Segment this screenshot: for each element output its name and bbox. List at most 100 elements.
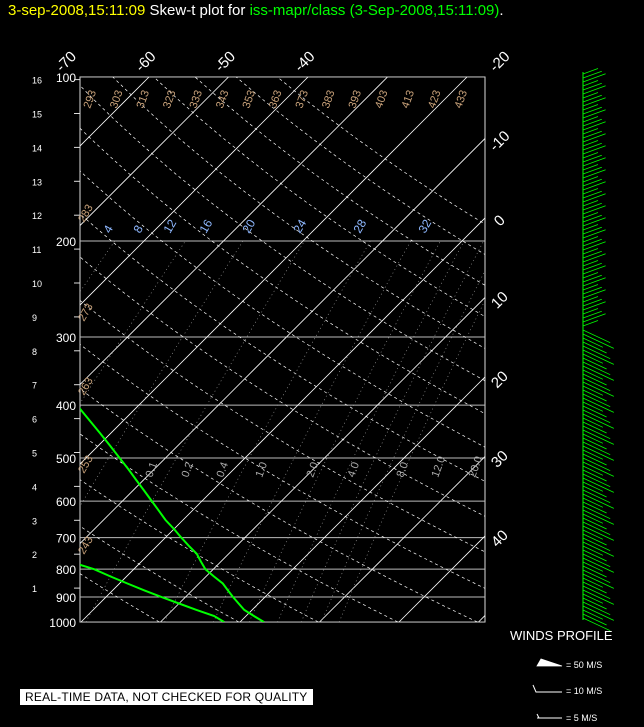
- height-tick-label: 13: [32, 177, 42, 187]
- pressure-tick-label: 200: [56, 235, 76, 249]
- data-lines: [80, 407, 265, 622]
- wind-barb: [582, 301, 606, 311]
- wind-key-50-glyph: [536, 658, 563, 667]
- wind-barb: [582, 441, 611, 456]
- plot-grid: [0, 77, 485, 622]
- dry-adiabat-line: [80, 213, 485, 482]
- wind-barb: [582, 224, 599, 231]
- mixing-ratio-label: 12: [160, 217, 179, 236]
- theta-label: 353: [241, 89, 259, 110]
- dewpoint-curve: [80, 563, 225, 622]
- wind-barb: [582, 140, 599, 147]
- isotherm-line: [319, 455, 485, 622]
- wind-barb: [582, 365, 614, 381]
- temp-tick-label: -20: [486, 48, 513, 75]
- dry-adiabat-line: [194, 77, 485, 286]
- mixing-ratio-label: 4: [100, 222, 116, 235]
- title-middle: Skew-t plot for: [149, 2, 246, 19]
- wind-barb: [582, 413, 614, 429]
- theta-label: 373: [294, 89, 312, 110]
- wind-barb: [582, 145, 606, 155]
- wind-barb: [582, 82, 602, 91]
- wind-barb: [582, 425, 611, 440]
- wind-barb: [582, 545, 604, 556]
- wind-barb: [582, 169, 606, 179]
- wind-barb: [582, 265, 606, 275]
- wind-barb: [582, 286, 602, 295]
- temperature-curve: [80, 407, 265, 622]
- wind-barb: [582, 581, 607, 594]
- temp-tick-label: -60: [132, 48, 159, 75]
- height-tick-label: 9: [32, 313, 37, 323]
- wind-barb: [582, 85, 606, 95]
- mixing-ratio-line: [321, 270, 485, 622]
- wind-barb: [582, 401, 604, 412]
- theta-label: 433: [453, 89, 471, 110]
- wind-barb: [582, 417, 604, 428]
- wind-barb: [582, 397, 614, 413]
- wind-barb: [582, 361, 611, 376]
- wind-barb: [582, 217, 606, 227]
- wind-barb: [582, 533, 607, 546]
- wind-key-10: = 10 M/S: [566, 686, 603, 696]
- wind-barb: [582, 493, 614, 509]
- wind-barb: [582, 253, 606, 263]
- height-tick-label: 11: [32, 245, 41, 255]
- wind-barb: [582, 525, 614, 541]
- wind-barb: [582, 481, 604, 492]
- wind-barb: [582, 94, 602, 103]
- pressure-tick-label: 600: [56, 495, 76, 509]
- wind-barb: [582, 489, 611, 504]
- wind-barb: [582, 433, 604, 444]
- wind-barb: [582, 445, 614, 461]
- winds-profile-panel: [532, 68, 614, 719]
- wind-barb: [582, 409, 611, 424]
- mixing-ratio-line: [339, 299, 485, 622]
- chart-title: 3-sep-2008,15:11:09 Skew-t plot for iss-…: [8, 2, 504, 19]
- wind-barb: [582, 214, 602, 223]
- theta-label: 393: [347, 89, 365, 110]
- wind-barb: [582, 68, 599, 75]
- wind-barb: [582, 80, 599, 87]
- theta-label: 303: [108, 89, 126, 110]
- dry-adiabat-line: [80, 573, 160, 622]
- wind-barb: [582, 485, 607, 498]
- wind-barb: [582, 509, 614, 525]
- height-tick-label: 7: [32, 381, 37, 391]
- dry-adiabat-line: [153, 77, 485, 317]
- isotherm-line: [80, 77, 229, 227]
- height-tick-label: 6: [32, 415, 37, 425]
- wind-barb: [582, 605, 614, 621]
- wind-barb: [582, 377, 611, 392]
- temp-tick-label: -10: [486, 128, 513, 155]
- dry-adiabat-line: [80, 85, 485, 382]
- axis-labels: 1002003004005006007008009001000123456789…: [0, 48, 513, 630]
- height-tick-label: 8: [32, 347, 37, 357]
- mixing-ratio-label: 2.0: [305, 461, 322, 479]
- mixing-ratio-line: [0, 241, 19, 622]
- pressure-tick-label: 400: [56, 399, 76, 413]
- wind-barb: [582, 529, 604, 540]
- wind-barb: [582, 517, 607, 530]
- dry-adiabat-line: [80, 256, 485, 517]
- pressure-tick-label: 1000: [49, 616, 76, 630]
- wind-key-50: = 50 M/S: [566, 660, 603, 670]
- isotherm-line: [80, 77, 309, 306]
- theta-label: 413: [400, 89, 418, 110]
- pressure-tick-label: 100: [56, 71, 76, 85]
- pressure-tick-label: 300: [56, 331, 76, 345]
- wind-key-10-glyph: [532, 684, 562, 693]
- mixing-ratio-label: 32: [415, 217, 434, 236]
- wind-barb: [582, 553, 611, 568]
- theta-label: 283: [76, 203, 96, 225]
- dry-adiabat-line: [80, 479, 319, 622]
- wind-barb: [582, 277, 606, 287]
- wind-barb: [582, 154, 602, 163]
- pressure-tick-label: 900: [56, 591, 76, 605]
- height-tick-label: 2: [32, 550, 37, 560]
- isotherm-line: [160, 296, 485, 622]
- wind-barb: [582, 272, 599, 279]
- isotherm-line: [80, 217, 485, 622]
- title-source: iss-mapr/class (3-Sep-2008,15:11:09): [249, 2, 500, 19]
- theta-label: 383: [320, 89, 338, 110]
